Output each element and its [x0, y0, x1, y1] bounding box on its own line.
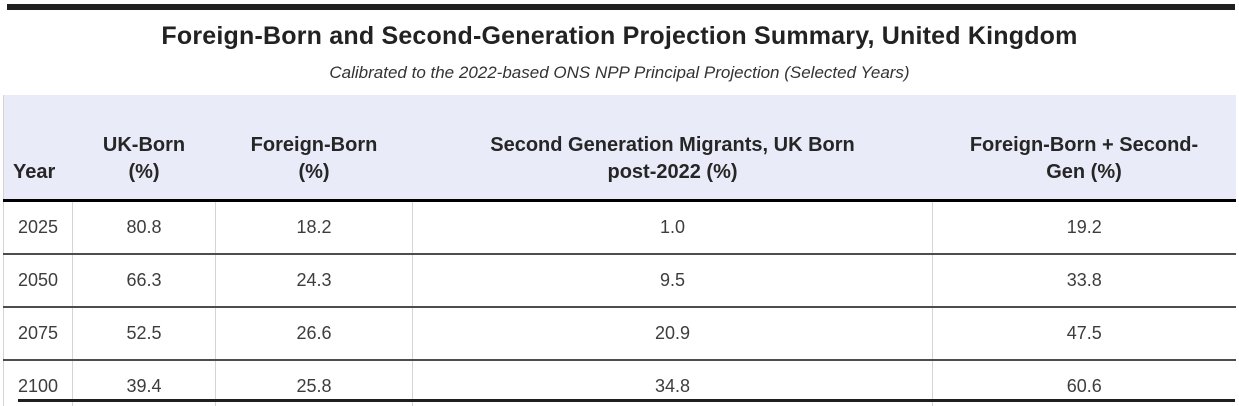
cell-foreign-born: 25.8	[215, 360, 413, 406]
header-line: (%)	[298, 160, 330, 183]
cell-foreign-born: 26.6	[215, 307, 413, 361]
header-line: (%)	[128, 160, 160, 183]
cell-uk-born: 39.4	[72, 360, 216, 406]
cell-foreign-born: 24.3	[215, 254, 413, 308]
column-header-uk-born: UK-Born (%)	[72, 95, 216, 202]
header-row: Year UK-Born (%) Foreign-Born (%) Second…	[3, 95, 1236, 202]
cell-second-generation: 9.5	[412, 254, 933, 308]
projection-table: Year UK-Born (%) Foreign-Born (%) Second…	[3, 95, 1236, 406]
table-row-2050: 2050 66.3 24.3 9.5 33.8	[3, 254, 1236, 308]
table-subtitle: Calibrated to the 2022-based ONS NPP Pri…	[329, 63, 910, 82]
cell-year: 2050	[3, 254, 73, 308]
cell-foreign-plus-second-gen: 19.2	[932, 200, 1236, 255]
cell-uk-born: 80.8	[72, 200, 216, 255]
cell-second-generation: 34.8	[412, 360, 933, 406]
cell-uk-born: 66.3	[72, 254, 216, 308]
column-header-foreign-born: Foreign-Born (%)	[215, 95, 413, 202]
top-divider-rule	[7, 4, 1235, 10]
header-line: post-2022 (%)	[607, 160, 738, 183]
table-row-2075: 2075 52.5 26.6 20.9 47.5	[3, 307, 1236, 361]
table-row-2025: 2025 80.8 18.2 1.0 19.2	[3, 200, 1236, 255]
table-body: 2025 80.8 18.2 1.0 19.2 2050 66.3 24.3 9…	[3, 200, 1236, 406]
cell-foreign-plus-second-gen: 47.5	[932, 307, 1236, 361]
table-header: Year UK-Born (%) Foreign-Born (%) Second…	[3, 95, 1236, 202]
header-line: UK-Born	[102, 134, 186, 157]
cell-second-generation: 20.9	[412, 307, 933, 361]
header-line: Year	[13, 160, 56, 183]
cell-foreign-born: 18.2	[215, 200, 413, 255]
cell-foreign-plus-second-gen: 33.8	[932, 254, 1236, 308]
header-line: Second Generation Migrants, UK Born	[490, 134, 855, 157]
header-line: Gen (%)	[1046, 160, 1122, 183]
cell-foreign-plus-second-gen: 60.6	[932, 360, 1236, 406]
column-header-second-generation: Second Generation Migrants, UK Born post…	[412, 95, 933, 202]
cell-year: 2100	[3, 360, 73, 406]
bottom-divider-rule	[18, 399, 1235, 402]
table-row-2100: 2100 39.4 25.8 34.8 60.6	[3, 360, 1236, 406]
cell-year: 2025	[3, 200, 73, 255]
cell-uk-born: 52.5	[72, 307, 216, 361]
cell-second-generation: 1.0	[412, 200, 933, 255]
column-header-year: Year	[3, 95, 73, 202]
header-line: Foreign-Born + Second-	[969, 134, 1199, 157]
cell-year: 2075	[3, 307, 73, 361]
column-header-foreign-plus-second-gen: Foreign-Born + Second- Gen (%)	[932, 95, 1236, 202]
header-line: Foreign-Born	[250, 134, 378, 157]
table-title: Foreign-Born and Second-Generation Proje…	[161, 22, 1078, 50]
